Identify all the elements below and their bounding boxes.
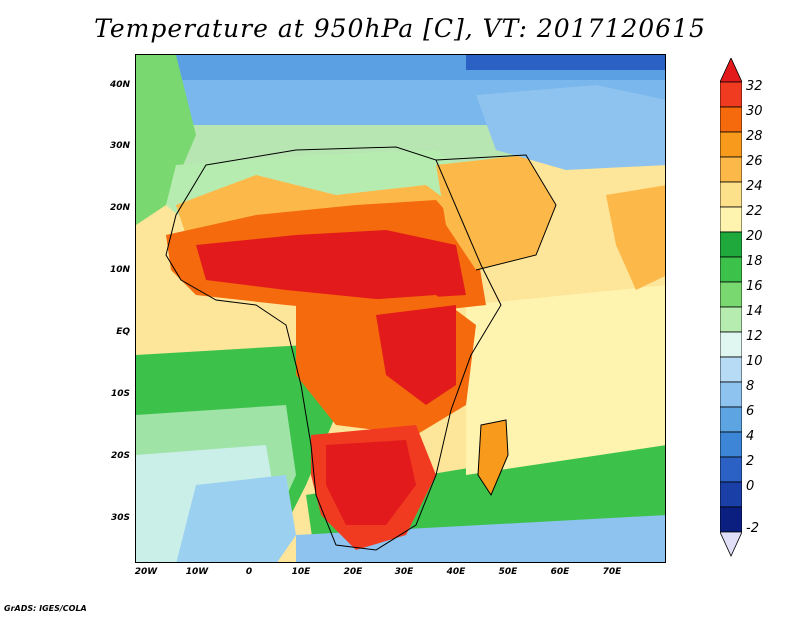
- madagascar-coastline: [477, 419, 509, 497]
- lon-tick: 50E: [498, 567, 518, 577]
- colorbar-label: 16: [746, 279, 763, 294]
- lat-tick: 30S: [110, 513, 130, 523]
- lat-tick: 40N: [109, 80, 130, 90]
- colorbar-bin: [720, 506, 742, 533]
- lat-tick: 20N: [109, 203, 130, 213]
- sahel-core: [196, 230, 466, 300]
- colorbar-bin: [720, 281, 742, 308]
- colorbar-bin: [720, 481, 742, 508]
- colorbar-bin: [720, 181, 742, 208]
- colorbar-label: 26: [746, 154, 763, 169]
- southern-ocean-blue: [296, 515, 665, 562]
- india-warm: [606, 185, 665, 290]
- chart-title: Temperature at 950hPa [C], VT: 201712061…: [94, 14, 706, 43]
- arabia: [436, 155, 556, 270]
- colorbar-label: 0: [746, 479, 755, 494]
- africa-coastline: [165, 146, 502, 551]
- middle-east-cool: [476, 85, 665, 170]
- colorbar-label: 12: [746, 329, 763, 344]
- colorbar-bin: [720, 306, 742, 333]
- colorbar-bin: [720, 331, 742, 358]
- colorbar-label: 24: [746, 179, 763, 194]
- south-atlantic-blue: [176, 475, 296, 562]
- colorbar-top-arrow: [720, 58, 742, 83]
- colorbar-bin: [720, 381, 742, 408]
- lat-tick: 30N: [109, 141, 130, 151]
- lon-tick: 40E: [446, 567, 466, 577]
- colorbar-label: 32: [746, 79, 763, 94]
- atlantic-green: [136, 55, 196, 225]
- colorbar-bin: [720, 406, 742, 433]
- northeast-deep: [466, 55, 665, 70]
- colorbar-bin: [720, 431, 742, 458]
- lon-tick: 30E: [394, 567, 414, 577]
- colorbar-label: 18: [746, 254, 763, 269]
- lon-tick: 10W: [185, 567, 209, 577]
- colorbar-bin: [720, 356, 742, 383]
- lon-tick: 10E: [291, 567, 311, 577]
- colorbar-bin: [720, 81, 742, 108]
- temperature-map: [135, 54, 666, 563]
- colorbar-bin: [720, 206, 742, 233]
- colorbar-bottom-arrow: [720, 531, 742, 557]
- colorbar-label: 22: [746, 204, 763, 219]
- colorbar-bin: [720, 106, 742, 133]
- east-africa-hot: [376, 305, 456, 405]
- lon-tick: 20E: [343, 567, 363, 577]
- arabia-coastline: [435, 154, 557, 271]
- lon-tick: 60E: [550, 567, 570, 577]
- colorbar-bin: [720, 231, 742, 258]
- lat-tick: 10N: [109, 265, 130, 275]
- lon-tick: 20W: [134, 567, 158, 577]
- colorbar: [720, 58, 742, 557]
- colorbar-bin: [720, 156, 742, 183]
- lat-tick: EQ: [116, 327, 130, 337]
- lat-tick: 10S: [110, 389, 130, 399]
- grads-credit: GrADS: IGES/COLA: [4, 604, 87, 613]
- colorbar-label: 14: [746, 304, 763, 319]
- colorbar-bin: [720, 131, 742, 158]
- colorbar-label: 4: [746, 429, 755, 444]
- colorbar-bin: [720, 256, 742, 283]
- madagascar: [478, 420, 508, 495]
- colorbar-label: 6: [746, 404, 755, 419]
- lon-tick: 70E: [602, 567, 622, 577]
- colorbar-label: 2: [746, 454, 755, 469]
- colorbar-label: 20: [746, 229, 763, 244]
- indian-ocean-pale: [466, 285, 665, 475]
- colorbar-label: 10: [746, 354, 763, 369]
- colorbar-label: 8: [746, 379, 755, 394]
- colorbar-label: 30: [746, 104, 763, 119]
- lat-tick: 20S: [110, 451, 130, 461]
- colorbar-bin: [720, 456, 742, 483]
- lon-tick: 0: [245, 567, 253, 577]
- kalahari-core: [326, 440, 416, 525]
- colorbar-label: -2: [746, 521, 759, 536]
- colorbar-label: 28: [746, 129, 763, 144]
